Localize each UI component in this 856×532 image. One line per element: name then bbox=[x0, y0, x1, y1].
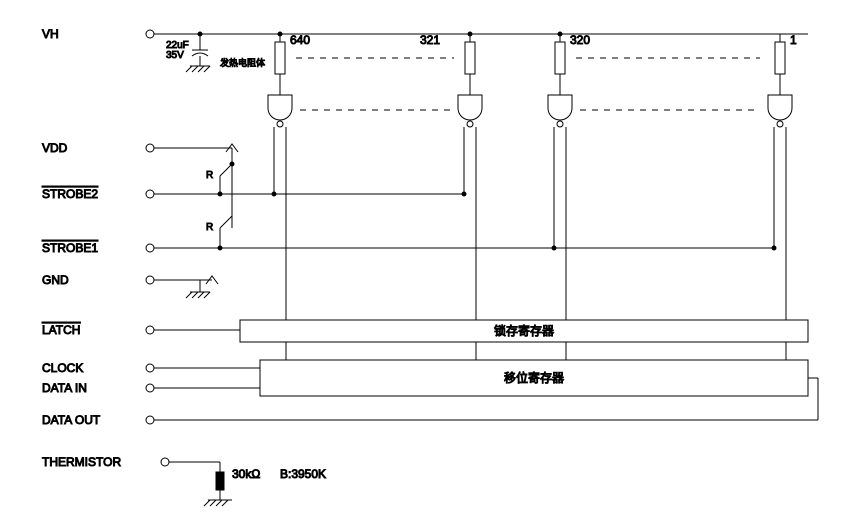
nand-320 bbox=[548, 95, 572, 127]
r1-label: R bbox=[206, 170, 213, 181]
num-1: 1 bbox=[790, 33, 797, 47]
vh-label: VH bbox=[42, 27, 59, 41]
datain-label: DATA IN bbox=[42, 381, 87, 395]
nand-321 bbox=[458, 95, 482, 127]
therm-b: B:3950K bbox=[280, 467, 326, 481]
nand-1 bbox=[768, 95, 792, 127]
num-640: 640 bbox=[290, 33, 310, 47]
latch-register-label: 锁存寄存器 bbox=[494, 323, 554, 338]
strobe2-label: STROBE2 bbox=[42, 187, 98, 201]
num-320: 320 bbox=[570, 33, 590, 47]
vdd-label: VDD bbox=[42, 141, 68, 155]
num-321: 321 bbox=[420, 33, 440, 47]
gnd-label: GND bbox=[42, 273, 69, 287]
heater-label: 发热电阻体 bbox=[220, 57, 265, 68]
cap-voltage: 35V bbox=[166, 50, 184, 61]
nand-640 bbox=[268, 95, 292, 127]
strobe1-label: STROBE1 bbox=[42, 241, 98, 255]
latch-label: LATCH bbox=[42, 323, 80, 337]
heater-resistors: 640 321 320 1 bbox=[275, 32, 797, 95]
clock-label: CLOCK bbox=[42, 361, 83, 375]
circuit-diagram: VH 22uF 35V 640 321 bbox=[0, 0, 856, 532]
therm-res: 30kΩ bbox=[232, 467, 260, 481]
thermistor-label: THERMISTOR bbox=[42, 455, 121, 469]
nand-gates bbox=[268, 95, 792, 127]
shift-register-label: 移位寄存器 bbox=[504, 370, 564, 385]
r2-label: R bbox=[206, 222, 213, 233]
dataout-label: DATA OUT bbox=[42, 413, 101, 427]
